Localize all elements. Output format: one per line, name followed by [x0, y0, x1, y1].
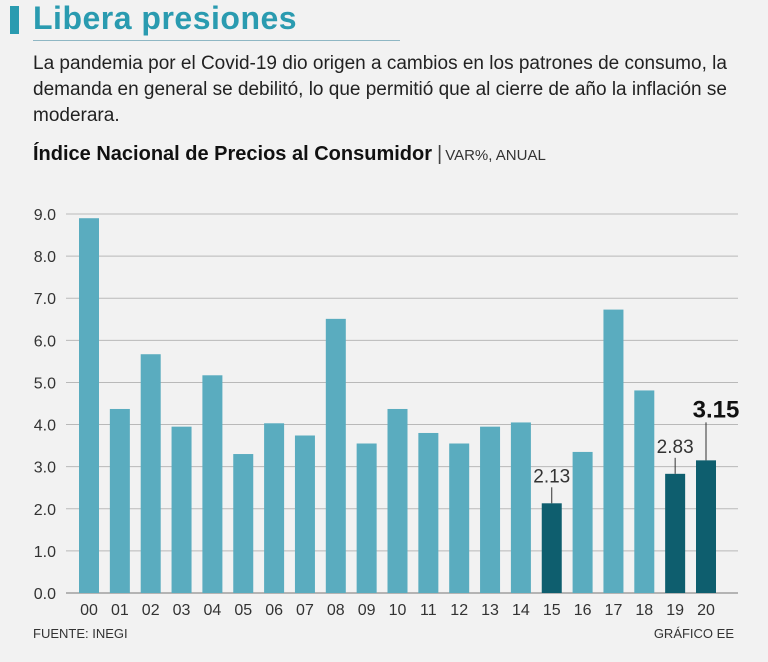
chart-title-main: Índice Nacional de Precios al Consumidor	[33, 143, 432, 165]
bar-17	[603, 309, 624, 593]
x-tick-label: 14	[512, 602, 530, 619]
bar-00	[79, 218, 99, 593]
x-tick-label: 07	[296, 602, 314, 619]
data-label-19: 2.83	[657, 437, 694, 458]
x-tick-label: 15	[543, 602, 561, 619]
x-tick-label: 01	[111, 602, 129, 619]
y-tick-label: 7.0	[34, 291, 56, 308]
bar-16	[572, 451, 593, 593]
y-tick-label: 1.0	[34, 544, 56, 561]
x-tick-label: 13	[481, 602, 499, 619]
y-tick-label: 6.0	[34, 333, 56, 350]
x-tick-label: 16	[574, 602, 592, 619]
bar-18	[634, 390, 655, 593]
bar-07	[294, 435, 315, 593]
graphic-credit: GRÁFICO EE	[653, 626, 734, 641]
chart-title-separator: |	[437, 143, 443, 165]
x-tick-label: 20	[697, 602, 715, 619]
lede-paragraph: La pandemia por el Covid-19 dio origen a…	[33, 53, 727, 126]
x-tick-label: 18	[635, 602, 653, 619]
headline-accent-bar	[10, 6, 19, 34]
bar-14	[510, 422, 531, 593]
bar-19	[665, 473, 686, 593]
bar-04	[202, 375, 223, 593]
bar-05	[233, 454, 254, 593]
bar-13	[480, 426, 501, 593]
bar-12	[449, 443, 470, 593]
data-label-20: 3.15	[693, 396, 740, 423]
x-tick-label: 06	[265, 602, 283, 619]
bar-09	[356, 443, 377, 593]
y-tick-label: 0.0	[34, 586, 56, 603]
chart-unit-label: VAR%, ANUAL	[445, 147, 546, 164]
x-tick-label: 12	[450, 602, 468, 619]
bar-02	[140, 354, 161, 593]
headline: Libera presiones	[33, 0, 298, 36]
x-tick-label: 05	[234, 602, 252, 619]
bar-03	[171, 426, 192, 593]
x-tick-label: 09	[358, 602, 376, 619]
y-tick-label: 2.0	[34, 502, 56, 519]
y-tick-label: 5.0	[34, 375, 56, 392]
headline-divider	[33, 40, 400, 41]
bar-15	[541, 503, 562, 593]
source-note: FUENTE: INEGI	[33, 626, 128, 641]
chart-title: Índice Nacional de Precios al Consumidor…	[33, 143, 546, 166]
x-tick-label: 02	[142, 602, 160, 619]
bar-20	[696, 460, 716, 593]
y-tick-label: 3.0	[34, 460, 56, 477]
bar-01	[109, 408, 130, 593]
data-label-15: 2.13	[533, 466, 570, 487]
x-tick-label: 04	[204, 602, 222, 619]
x-tick-label: 17	[605, 602, 623, 619]
x-tick-label: 11	[420, 602, 437, 619]
y-tick-label: 8.0	[34, 249, 56, 266]
bar-11	[418, 432, 439, 593]
x-tick-label: 00	[80, 602, 98, 619]
y-tick-label: 9.0	[34, 207, 56, 224]
bar-08	[325, 318, 346, 593]
bar-10	[387, 408, 408, 593]
x-tick-label: 19	[666, 602, 684, 619]
x-tick-label: 03	[173, 602, 191, 619]
bar-06	[264, 423, 285, 593]
x-tick-label: 08	[327, 602, 345, 619]
x-tick-label: 10	[389, 602, 407, 619]
y-tick-label: 4.0	[34, 418, 56, 435]
